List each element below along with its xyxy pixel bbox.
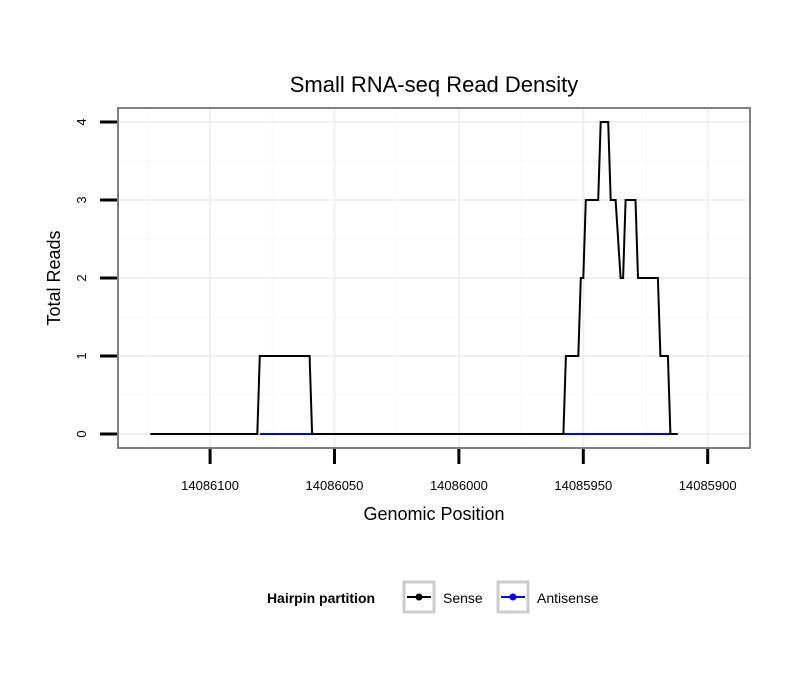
- y-tick-label: 3: [74, 196, 89, 203]
- y-tick-label: 1: [74, 352, 89, 359]
- legend: Hairpin partition Sense Antisense: [267, 580, 599, 614]
- x-axis-title: Genomic Position: [363, 504, 504, 524]
- panel-border: [117, 107, 751, 449]
- series-line-sense: [150, 121, 678, 435]
- y-axis-title: Total Reads: [44, 230, 64, 325]
- y-tick-label: 0: [74, 430, 89, 437]
- x-tick-label: 14085950: [554, 478, 612, 493]
- legend-title: Hairpin partition: [267, 590, 375, 606]
- legend-key-sense: [402, 580, 436, 614]
- series-lines: [150, 121, 678, 435]
- x-tick-label: 14086000: [430, 478, 488, 493]
- legend-label-antisense: Antisense: [537, 590, 599, 606]
- y-tick-label: 4: [74, 118, 89, 125]
- axes: 14086100 14086050 14086000 14085950 14085900…: [74, 118, 737, 493]
- legend-key-antisense: [496, 580, 530, 614]
- y-tick-label: 2: [74, 274, 89, 281]
- x-tick-label: 14086100: [181, 478, 239, 493]
- x-tick-label: 14085900: [679, 478, 737, 493]
- legend-label-sense: Sense: [443, 590, 483, 606]
- chart-title: Small RNA-seq Read Density: [290, 72, 579, 97]
- x-tick-label: 14086050: [306, 478, 364, 493]
